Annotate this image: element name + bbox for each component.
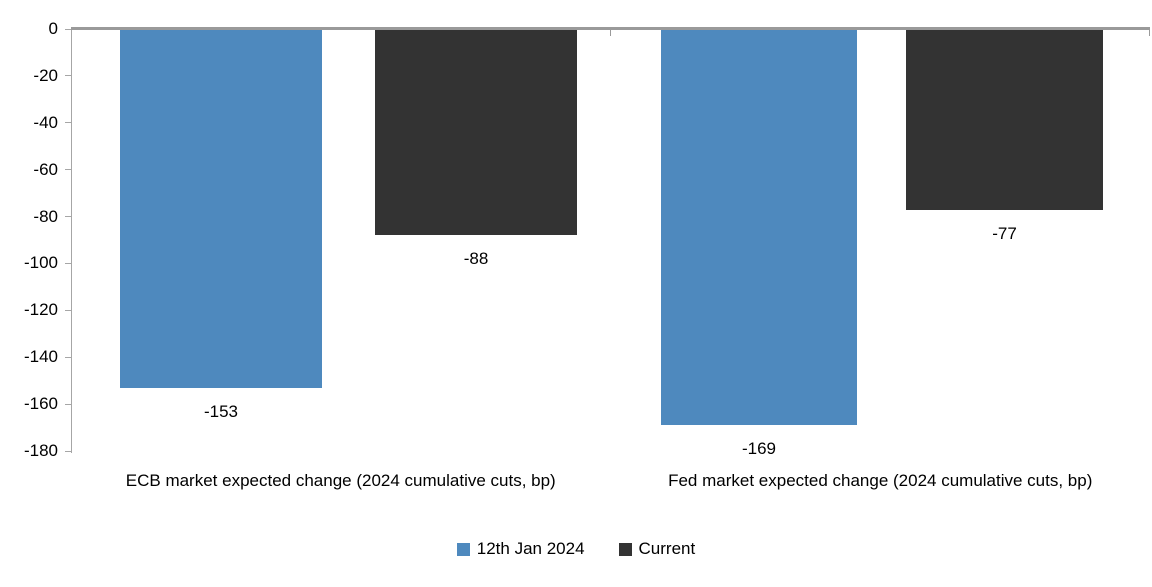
legend-label: 12th Jan 2024 — [476, 539, 585, 558]
y-tick-mark — [65, 28, 71, 30]
y-tick-mark — [65, 169, 71, 171]
category-axis-tick — [1149, 29, 1150, 36]
category-label-ecb: ECB market expected change (2024 cumulat… — [125, 471, 556, 490]
x-axis-line — [71, 27, 1150, 30]
y-tick-label: -60 — [33, 159, 58, 179]
y-tick-label: -40 — [33, 112, 58, 132]
y-tick-mark — [65, 122, 71, 124]
y-tick-label: -120 — [23, 300, 58, 320]
y-axis-line — [71, 29, 72, 453]
category-label-fed: Fed market expected change (2024 cumulat… — [668, 471, 1093, 490]
data-label: -88 — [463, 249, 489, 268]
legend-swatch-icon — [456, 542, 470, 556]
data-label: -169 — [741, 439, 777, 458]
bar-12th-jan-2024 — [661, 29, 857, 425]
legend: 12th Jan 2024 Current — [0, 539, 1152, 559]
plot-area: 0 -20 -40 -60 -80 -100 -120 -140 -160 -180 -153 -88… — [24, 19, 1150, 460]
y-tick-mark — [65, 262, 71, 264]
category-axis-tick — [610, 29, 611, 36]
legend-item: 12th Jan 2024 — [456, 539, 585, 559]
y-tick-label: -100 — [23, 253, 58, 273]
y-tick-mark — [65, 309, 71, 311]
y-tick-label: -180 — [23, 441, 58, 460]
y-tick-mark — [65, 356, 71, 358]
y-tick-label: -80 — [33, 206, 58, 226]
data-label: -153 — [203, 402, 239, 421]
y-tick-label: -140 — [23, 347, 58, 367]
bar-current — [906, 29, 1103, 210]
category-axis-labels: ECB market expected change (2024 cumulat… — [71, 470, 1150, 491]
y-tick-label: 0 — [48, 19, 58, 38]
y-tick-mark — [65, 450, 71, 452]
bar-current — [375, 29, 577, 235]
y-tick-mark — [65, 75, 71, 77]
legend-label: Current — [638, 539, 696, 558]
bar-12th-jan-2024 — [120, 29, 322, 388]
data-label: -77 — [992, 224, 1017, 243]
y-tick-label: -160 — [23, 394, 58, 414]
y-tick-mark — [65, 403, 71, 405]
legend-swatch-icon — [618, 542, 632, 556]
y-tick-mark — [65, 216, 71, 218]
legend-item: Current — [618, 539, 696, 559]
y-tick-label: -20 — [33, 65, 58, 85]
